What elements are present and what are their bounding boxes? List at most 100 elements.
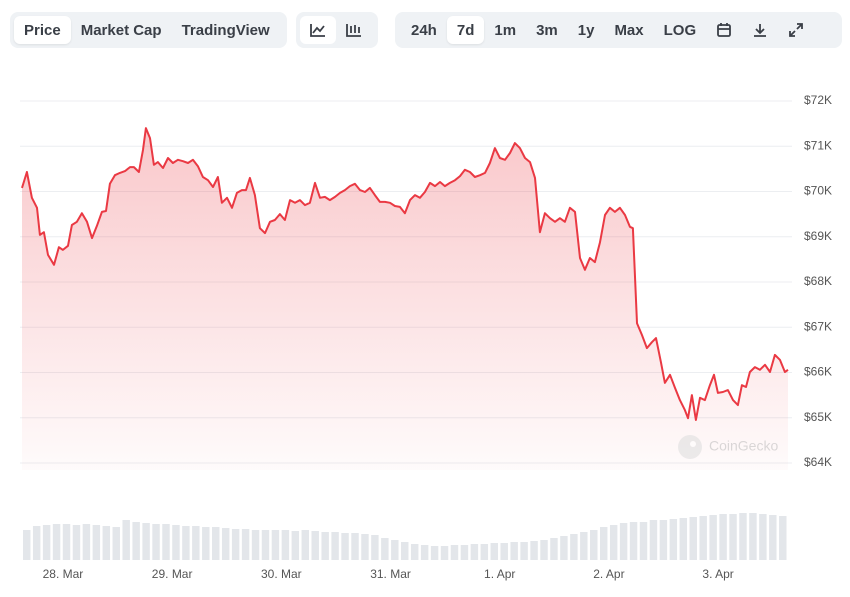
- volume-bar: [261, 530, 270, 560]
- y-tick-label: $71K: [804, 138, 832, 152]
- y-tick-label: $72K: [804, 93, 832, 107]
- volume-bar: [361, 534, 369, 560]
- volume-bar: [669, 519, 678, 560]
- tab-button[interactable]: Market Cap: [80, 21, 162, 39]
- volume-bar: [719, 514, 727, 560]
- volume-bar: [420, 545, 429, 560]
- volume-bar: [739, 513, 747, 560]
- watermark-eye: [690, 441, 696, 447]
- y-tick-label: $66K: [804, 365, 832, 379]
- range-button[interactable]: 1y: [577, 21, 595, 39]
- volume-bar: [410, 544, 419, 560]
- candle-icon: [346, 24, 361, 37]
- fullscreen-button[interactable]: [778, 16, 814, 44]
- volume-bar: [649, 520, 658, 560]
- volume-bar: [321, 532, 329, 560]
- range-button[interactable]: LOG: [663, 21, 697, 39]
- volume-bar: [769, 515, 777, 560]
- volume-bar: [550, 538, 558, 560]
- watermark: CoinGecko: [678, 435, 778, 459]
- volume-bar: [619, 523, 628, 560]
- x-tick-label: 30. Mar: [261, 567, 302, 581]
- volume-bar: [480, 544, 489, 560]
- tab-button[interactable]: Price: [14, 16, 71, 44]
- x-tick-label: 28. Mar: [43, 567, 84, 581]
- volume-bar: [560, 536, 568, 560]
- expand-icon: [789, 23, 804, 37]
- calendar-icon: [717, 23, 732, 37]
- range-button[interactable]: 7d: [446, 16, 485, 44]
- x-tick-label: 29. Mar: [152, 567, 193, 581]
- range-button[interactable]: Max: [614, 21, 644, 39]
- volume-bar: [221, 528, 230, 560]
- volume-bar: [112, 527, 120, 560]
- volume-bar: [540, 540, 548, 560]
- line-icon: [310, 24, 325, 37]
- volume-bar: [470, 544, 479, 560]
- range-button[interactable]: 3m: [536, 21, 558, 39]
- y-tick-label: $67K: [804, 319, 832, 333]
- volume-bar: [530, 541, 538, 560]
- volume-bar: [23, 530, 31, 560]
- x-tick-label: 3. Apr: [702, 567, 733, 581]
- volume-bar: [779, 516, 787, 560]
- download-button[interactable]: [742, 16, 778, 44]
- volume-bar: [759, 514, 767, 560]
- volume-bar: [142, 523, 150, 560]
- volume-bar: [42, 525, 51, 560]
- y-tick-label: $69K: [804, 229, 832, 243]
- volume-bar: [709, 515, 717, 560]
- candle-chart-button[interactable]: [336, 16, 372, 44]
- tab-button[interactable]: TradingView: [181, 21, 270, 39]
- volume-bar: [629, 522, 638, 560]
- volume-bar: [371, 535, 379, 560]
- range-group: 24h 7d 1m 3m 1y Max LOG: [395, 12, 842, 48]
- volume-bar: [381, 538, 389, 560]
- range-button[interactable]: 1m: [494, 21, 517, 39]
- volume-bar: [450, 545, 459, 560]
- volume-bar: [162, 524, 170, 560]
- volume-bar: [490, 543, 499, 560]
- volume-bar: [82, 524, 91, 560]
- line-chart-button[interactable]: [300, 16, 336, 44]
- plot: [21, 127, 789, 470]
- volume-bar: [331, 532, 339, 560]
- volume-bar: [301, 530, 309, 560]
- volume-bar: [72, 525, 81, 560]
- volume: [23, 513, 787, 560]
- volume-bar: [172, 525, 180, 560]
- volume-bar: [689, 517, 697, 560]
- volume-bar: [510, 542, 518, 560]
- volume-bar: [440, 546, 449, 560]
- watermark-text: CoinGecko: [709, 438, 778, 454]
- tab-group: Price Market Cap TradingView: [10, 12, 287, 48]
- range-button[interactable]: 24h: [411, 21, 437, 39]
- volume-bar: [679, 518, 688, 560]
- x-tick-label: 31. Mar: [370, 567, 411, 581]
- calendar-button[interactable]: [706, 16, 742, 44]
- volume-bar: [192, 526, 200, 560]
- volume-bar: [122, 520, 130, 560]
- volume-bar: [639, 522, 648, 560]
- volume-bar: [460, 545, 469, 560]
- volume-bar: [590, 530, 598, 560]
- volume-bar: [251, 530, 260, 560]
- volume-bar: [132, 522, 140, 560]
- volume-bar: [212, 527, 220, 560]
- volume-bar: [102, 526, 111, 560]
- price-area: [22, 128, 788, 470]
- volume-bar: [92, 525, 101, 560]
- x-tick-label: 1. Apr: [484, 567, 515, 581]
- volume-bar: [570, 534, 578, 560]
- volume-bar: [231, 529, 240, 560]
- volume-bar: [281, 530, 290, 560]
- volume-bar: [500, 543, 508, 560]
- x-tick-label: 2. Apr: [593, 567, 624, 581]
- y-tick-label: $64K: [804, 455, 832, 469]
- volume-bar: [520, 542, 528, 560]
- volume-bar: [52, 524, 61, 560]
- volume-bar: [351, 533, 359, 560]
- price-line: [21, 127, 789, 421]
- y-tick-label: $70K: [804, 184, 832, 198]
